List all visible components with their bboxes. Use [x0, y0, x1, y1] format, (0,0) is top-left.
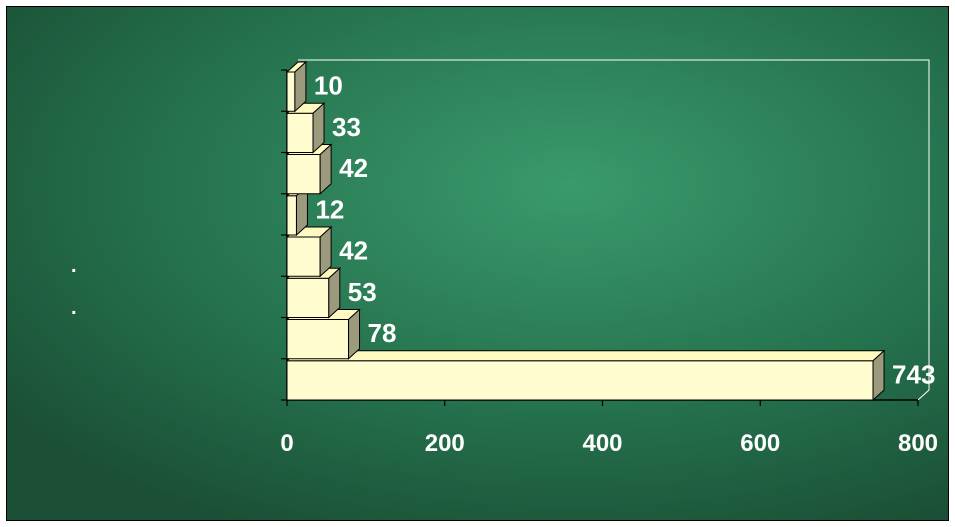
bar: [285, 349, 886, 402]
data-label: 743: [892, 359, 935, 389]
bar-side: [294, 60, 307, 113]
chart-background: [6, 6, 949, 521]
bar-front: [286, 154, 321, 195]
bar-front: [286, 112, 314, 153]
bar-side: [319, 225, 332, 278]
bar-front: [286, 71, 296, 112]
bar-front: [286, 236, 321, 277]
x-tick-label: 600: [740, 430, 780, 457]
data-label: 53: [348, 277, 377, 307]
bars-group: [285, 60, 886, 402]
bar-front: [286, 319, 350, 360]
bar-side: [328, 267, 341, 319]
bar-front: [286, 277, 330, 318]
category-label: .: [71, 255, 77, 277]
bar-side: [319, 143, 332, 195]
bar: [285, 225, 333, 278]
x-tick-label: 400: [582, 430, 622, 457]
x-tick-label: 800: [898, 430, 938, 457]
data-label: 12: [315, 194, 344, 224]
data-label: 42: [339, 236, 368, 266]
bar: [285, 102, 326, 154]
data-label: 42: [339, 153, 368, 183]
bar-front: [286, 195, 297, 236]
category-label: .: [71, 297, 77, 319]
x-tick-label: 0: [280, 430, 293, 457]
data-label: 10: [314, 71, 343, 101]
bar-top: [285, 350, 886, 362]
bar-side: [312, 102, 325, 154]
data-labels-group: 743 78 53 42 12 42 33 10: [314, 71, 936, 390]
x-tick-labels-group: 0 200 400 600 800: [280, 430, 938, 457]
data-label: 33: [332, 112, 361, 142]
data-label: 78: [368, 318, 397, 348]
x-tick-label: 200: [425, 430, 465, 457]
bar-front: [286, 360, 874, 401]
bar-side: [348, 308, 361, 360]
back-wall-outline: [298, 59, 930, 401]
bar-side: [872, 349, 885, 402]
bar: [285, 60, 308, 113]
plot-back-wall: [298, 59, 930, 401]
